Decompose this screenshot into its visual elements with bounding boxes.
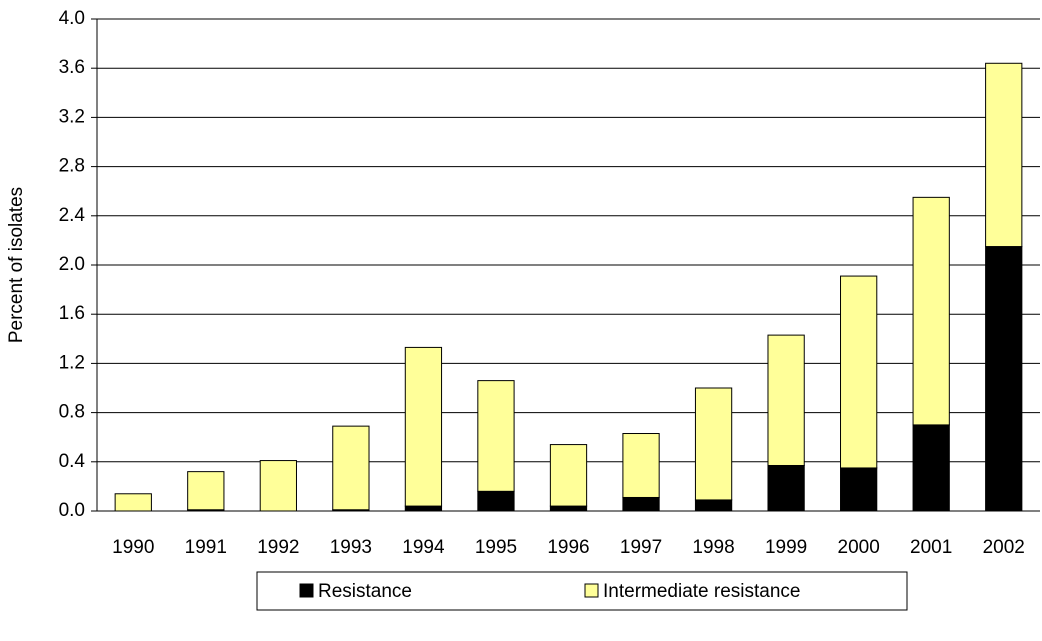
bar-segment [259, 460, 297, 512]
x-tick-label: 1992 [257, 537, 299, 558]
x-tick-label: 1998 [692, 537, 734, 558]
x-tick-label: 1990 [112, 537, 154, 558]
y-axis-label: Percent of isolates [6, 187, 27, 343]
x-tick-label: 1993 [330, 537, 372, 558]
legend-swatch [584, 583, 599, 598]
x-tick-label: 1991 [185, 537, 227, 558]
y-tick-label: 3.6 [59, 57, 85, 78]
bar-segment [985, 62, 1023, 248]
x-tick-label: 2002 [983, 537, 1025, 558]
y-tick-label: 2.4 [59, 205, 86, 226]
bar-segment [622, 496, 660, 512]
y-tick-label: 4.0 [59, 8, 85, 29]
bar-segment [549, 444, 588, 507]
bar-segment [985, 246, 1023, 512]
bar-segment [767, 334, 805, 466]
x-tick-label: 2001 [910, 537, 952, 558]
y-tick-label: 2.8 [59, 156, 85, 177]
bar-segment [694, 387, 733, 501]
bar-segment [477, 380, 515, 492]
legend-label: Resistance [318, 581, 412, 602]
y-tick-label: 0.0 [59, 500, 85, 521]
legend-label: Intermediate resistance [603, 581, 801, 602]
bar-segment [840, 467, 878, 512]
bar-segment [332, 425, 370, 511]
y-tick-label: 2.0 [59, 254, 85, 275]
x-tick-label: 2000 [838, 537, 880, 558]
legend-box [256, 571, 908, 611]
bar-segment [549, 505, 588, 512]
x-tick-label: 1997 [620, 537, 662, 558]
bar-segment [767, 464, 805, 512]
legend-swatch [299, 583, 314, 598]
x-tick-label: 1994 [402, 537, 445, 558]
bar-segment [404, 346, 443, 507]
bar-segment [694, 499, 733, 512]
bar-segment [187, 471, 225, 511]
y-tick-label: 0.8 [59, 402, 85, 423]
bar-segment [114, 493, 152, 512]
y-tick-label: 1.2 [59, 352, 85, 373]
bar-segment [404, 505, 443, 512]
x-tick-label: 1996 [547, 537, 589, 558]
x-tick-label: 1995 [475, 537, 517, 558]
bar-segment [912, 196, 950, 426]
y-tick-label: 1.6 [59, 303, 85, 324]
x-tick-label: 1999 [765, 537, 807, 558]
bar-segment [477, 490, 515, 512]
bar-segment [840, 275, 878, 469]
bar-segment [622, 433, 660, 498]
y-tick-label: 0.4 [59, 451, 86, 472]
bar-segment [912, 424, 950, 512]
y-tick-label: 3.2 [59, 106, 85, 127]
